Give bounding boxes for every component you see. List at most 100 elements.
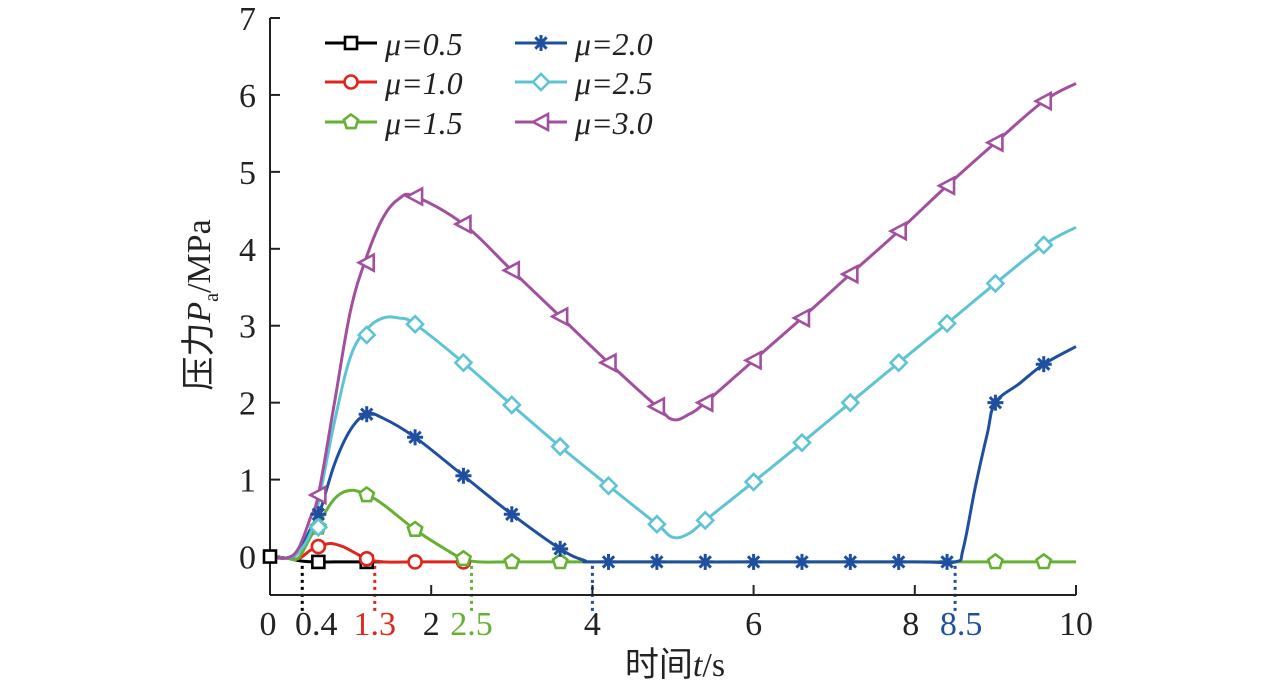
series-3-point [455,467,472,484]
series-2-point [1035,552,1053,570]
legend-label: μ=1.5 [384,105,463,141]
series-4-point [937,313,957,334]
y-tick-label: 5 [239,155,256,192]
series-2-point [358,485,376,503]
y-tick-label: 6 [239,78,256,115]
series-4-point [598,475,619,496]
series-4-point [453,352,474,373]
series-3-point [358,406,375,423]
y-axis-title-var: P [181,302,218,324]
x-tick-label: 4 [584,606,601,643]
legend-marker [531,72,551,92]
y-axis-title-prefix: 压力 [180,323,218,391]
axes: 0 1 2 3 4 5 6 7 0 0.4 1.3 2 2.5 4 6 8 8.5 10 [239,1,1093,643]
series-line-4 [269,225,1077,560]
series-3-point [842,553,859,570]
series-3-point [407,429,424,446]
series-4-point [985,273,1006,294]
series-5-point [597,352,617,373]
series-5-point [307,484,327,506]
series-line-2 [269,488,1076,564]
series-markers [262,90,1054,570]
x-tick-label: 6 [745,606,762,643]
series-3-point [890,553,907,570]
x-tick-label: 10 [1059,606,1093,643]
series-line-3 [269,345,1077,565]
y-tick-label: 4 [239,232,256,269]
series-4-point [888,352,909,373]
series-4-point [840,392,861,413]
series-4-point [792,432,812,453]
series-4-point [550,436,570,457]
legend-marker [343,35,359,51]
y-axis-title-sub: a [201,293,223,302]
x-axis-title-prefix: 时间 [625,647,693,684]
series-4-point [647,514,667,535]
series-2-point [454,549,473,567]
series-5-point [355,252,376,273]
series-3-point [793,553,810,570]
series-5-point [452,214,472,235]
series-5-point [501,260,521,281]
y-tick-label: 7 [239,1,256,38]
series-1-point [358,551,375,567]
x-tick-label: 8 [902,606,919,643]
legend-label: μ=0.5 [384,26,463,62]
series-2-point [551,552,569,570]
series-3-point [310,506,327,523]
legend-marker [530,111,550,133]
y-axis-title: 压力Pa/MPa [180,219,223,390]
series-4-point [695,510,716,531]
series-4-point [405,314,425,335]
series-3-point [939,553,956,570]
series-5-point [549,306,569,327]
legend-label: μ=2.0 [574,26,653,62]
x-tick-label: 2 [423,606,440,643]
y-tick-label: 2 [239,386,256,423]
series-5-point [742,350,762,371]
series-3-point [697,553,714,570]
legend-marker [343,74,359,90]
legend-label: μ=1.0 [384,65,463,101]
y-axis-title-unit: /MPa [181,219,218,293]
series-1-point [310,538,327,555]
axis-titles: 时间t/s 压力Pa/MPa [180,219,725,684]
legend-marker [533,35,549,51]
series-5-point [936,175,956,196]
series-3-point [600,553,617,570]
series-2-point [406,520,424,538]
dotted-marker-lines [300,565,957,613]
series-0-point [311,554,326,570]
series-3-point [552,540,569,557]
series-4-point [743,472,764,492]
series-line-5 [269,82,1077,560]
x-tick-label: 0.4 [295,606,338,643]
series-3-point [648,553,665,570]
series-4-point [501,395,522,415]
series-5-point [791,307,811,329]
series-0-point [262,549,278,564]
series-5-point [887,220,907,242]
series-5-point [404,186,424,207]
series-3-point [1035,356,1052,373]
series-4-point [356,325,377,345]
series-2-point [986,552,1005,570]
x-axis-title-var: t [693,647,704,684]
legend-marker [342,112,360,130]
series-3-point [745,553,762,570]
series-5-point [1032,90,1053,112]
y-tick-label: 1 [239,463,256,500]
series-1-point [407,554,423,570]
x-tick-label: 2.5 [450,606,493,643]
x-tick-label: 0 [260,606,277,643]
x-tick-label: 1.3 [354,606,397,643]
series-5-point [839,264,859,285]
x-axis-title-unit: /s [702,647,725,684]
series-2-point [503,552,521,570]
series-5-point [984,132,1004,153]
series-4-point [1033,235,1054,255]
series-5-point [694,392,714,413]
series-3-point [987,394,1004,411]
